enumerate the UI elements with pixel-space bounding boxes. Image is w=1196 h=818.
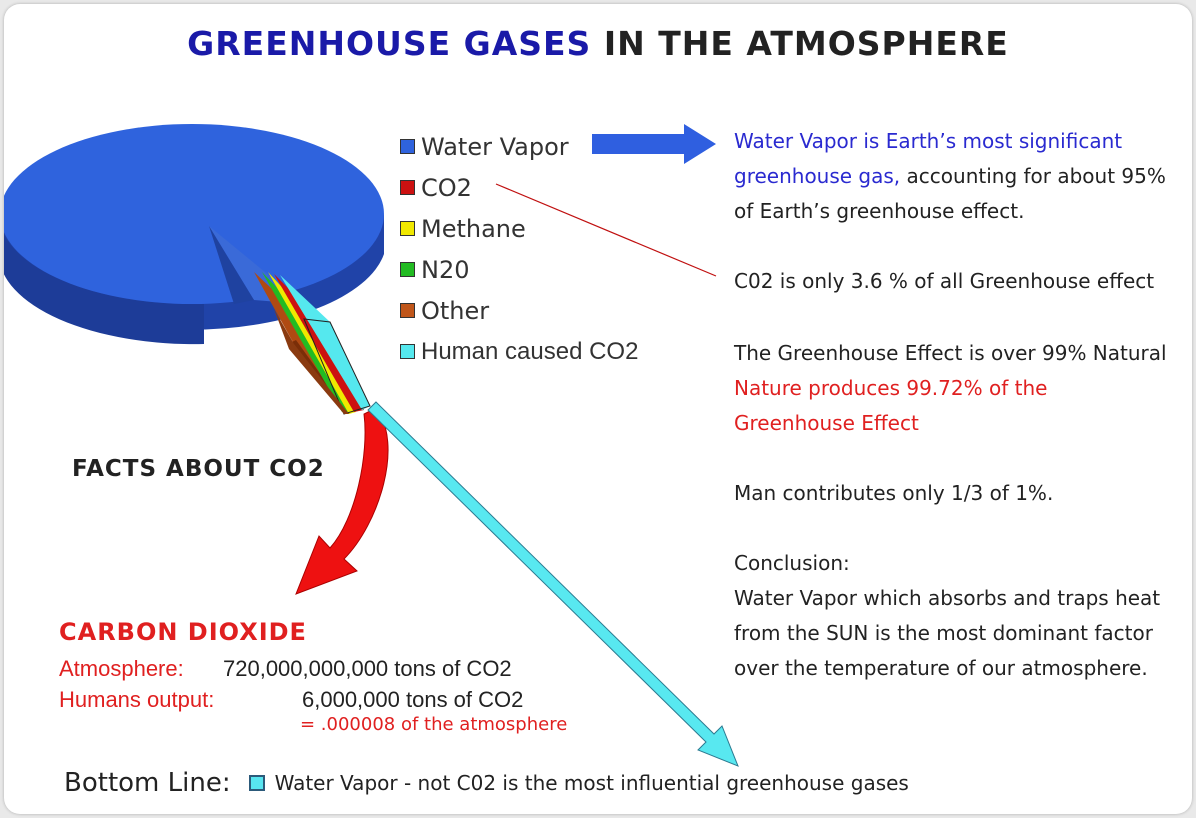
fact-line: from the SUN is the most dominant factor [734,621,1153,645]
legend-item-other: Other [400,290,638,331]
legend-label: N20 [421,255,470,284]
legend-label: Water Vapor [421,132,569,161]
legend-item-human-co2: Human caused CO2 [400,331,638,372]
legend-item-water-vapor: Water Vapor [400,126,638,167]
water-vapor-fact: Water Vapor is Earth’s most significant … [734,124,1166,229]
water-vapor-arrow [592,124,716,164]
bottom-line-swatch [248,775,265,791]
legend-item-n20: N20 [400,249,638,290]
cyan-long-arrow [367,401,739,767]
atmosphere-value: 720,000,000,000 tons of CO2 [223,656,512,681]
bottom-line-label: Bottom Line: [64,768,231,798]
legend-swatch [400,344,415,359]
legend-swatch [400,180,415,195]
pie-slice-water-vapor [4,124,384,304]
atmosphere-row: Atmosphere: [59,656,184,682]
fact-line: Greenhouse Effect [734,411,919,435]
humans-row: Humans output: [59,687,214,713]
fact-line: Nature produces 99.72% of the [734,376,1048,400]
wedge-edge [303,318,371,415]
humans-label: Humans output: [59,687,215,712]
bottom-line-text: Water Vapor - not C02 is the most influe… [274,771,909,795]
pie-slice-n20 [262,272,350,414]
pie-slice-human-co2 [280,275,370,410]
legend-swatch [400,221,415,236]
pie-chart [4,124,739,767]
fact-line: Water Vapor is Earth’s most significant [734,129,1123,153]
legend-label: Human caused CO2 [421,337,639,365]
chart-legend: Water Vapor CO2 Methane N20 Other Human … [400,126,638,372]
fact-line: greenhouse gas, accounting for about 95% [734,159,1166,194]
title-part-blue: GREENHOUSE GASES [187,24,592,63]
fact-line: of Earth’s greenhouse effect. [734,199,1025,223]
fact-line: The Greenhouse Effect is over 99% Natura… [734,341,1167,365]
humans-value: 6,000,000 tons of CO2 [302,687,524,712]
legend-item-methane: Methane [400,208,638,249]
co2-fact: C02 is only 3.6 % of all Greenhouse effe… [734,269,1155,293]
legend-item-co2: CO2 [400,167,638,208]
legend-label: Methane [421,214,526,243]
legend-label: Other [421,296,490,325]
pie-slice-co2 [274,274,364,412]
fact-line: Water Vapor which absorbs and traps heat [734,586,1161,610]
infographic-card: GREENHOUSE GASES IN THE ATMOSPHERE [4,4,1192,814]
pie-notch-shadow [209,226,254,304]
legend-swatch [400,139,415,154]
fact-line: over the temperature of our atmosphere. [734,656,1148,680]
conclusion-heading: Conclusion: [734,551,850,575]
title-part-black: IN THE ATMOSPHERE [603,24,1009,63]
humans-value-row: 6,000,000 tons of CO2 [302,687,523,713]
natural-fact: The Greenhouse Effect is over 99% Natura… [734,336,1167,441]
man-fact: Man contributes only 1/3 of 1%. [734,481,1054,505]
legend-swatch [400,303,415,318]
co2-connector-line [495,183,717,277]
legend-swatch [400,262,415,277]
pie-slice-methane [268,272,356,414]
pie-side-bottom [4,234,204,345]
legend-label: CO2 [421,173,472,202]
fact-black-span: accounting for about 95% [900,164,1166,188]
facts-heading: FACTS ABOUT CO2 [72,456,325,482]
page-title: GREENHOUSE GASES IN THE ATMOSPHERE [4,24,1192,63]
fact-blue-span: greenhouse gas, [734,164,901,188]
exploded-wedge [254,272,371,415]
fraction-note: = .000008 of the atmosphere [300,714,568,735]
red-curved-arrow [295,407,389,595]
atmosphere-label: Atmosphere: [59,656,184,681]
atmosphere-value-row: 720,000,000,000 tons of CO2 [223,656,512,682]
conclusion: Conclusion: Water Vapor which absorbs an… [734,546,1160,686]
bottom-line: Bottom Line: Water Vapor - not C02 is th… [64,768,909,798]
carbon-dioxide-heading: CARBON DIOXIDE [59,618,307,646]
